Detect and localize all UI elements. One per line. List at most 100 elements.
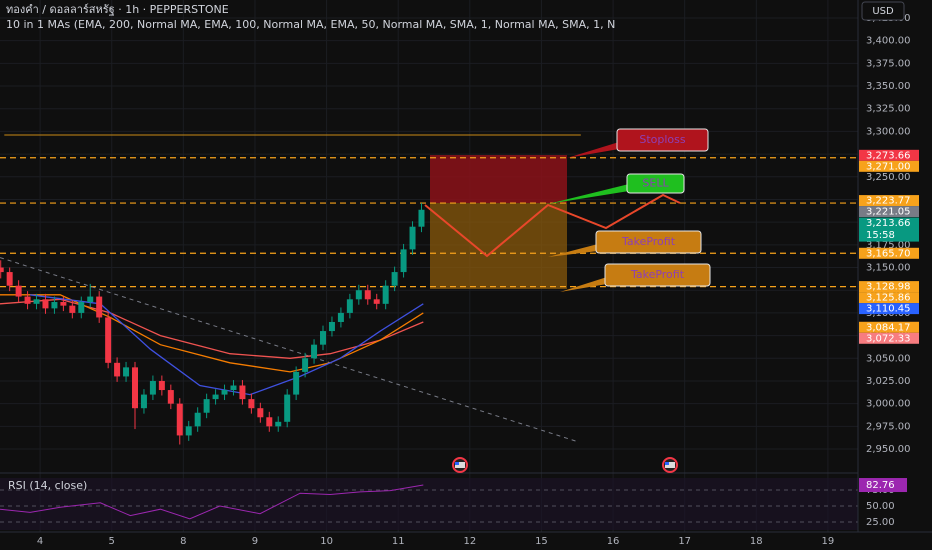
rsi-title: RSI (14, close) — [8, 479, 87, 492]
price-tag-label: 3,072.33 — [866, 333, 911, 344]
x-tick-label: 10 — [320, 536, 333, 547]
y-tick-label: 3,175.00 — [866, 240, 911, 251]
price-tag — [859, 281, 919, 293]
price-tag-label: 3,221.05 — [866, 207, 911, 218]
trend-line — [0, 257, 579, 443]
moving-average — [0, 294, 424, 373]
price-tag — [859, 206, 919, 218]
candle-body — [212, 394, 219, 400]
candle-body — [6, 272, 13, 286]
y-tick-label: 2,975.00 — [866, 421, 911, 432]
candle-body — [221, 390, 228, 395]
price-tag-label: 3,125.86 — [866, 293, 911, 304]
currency-label: USD — [872, 6, 894, 17]
callout-box — [595, 230, 702, 254]
x-tick-label: 18 — [750, 536, 763, 547]
candle-body — [302, 358, 309, 372]
x-tick-label: 5 — [109, 536, 115, 547]
candle-body — [42, 299, 49, 309]
y-tick-label: 3,150.00 — [866, 263, 911, 274]
x-tick-label: 11 — [392, 536, 405, 547]
candle-body — [0, 267, 4, 273]
rsi-value-tag — [859, 478, 907, 493]
candle-body — [78, 302, 85, 313]
candle-body — [149, 380, 156, 395]
price-tag-time: 15:58 — [866, 230, 895, 241]
candle-body — [311, 344, 318, 359]
price-tag — [859, 247, 919, 259]
y-tick-label: 3,300.00 — [866, 126, 911, 137]
price-tag — [859, 292, 919, 304]
price-tag — [859, 195, 919, 207]
candle-body — [409, 226, 416, 250]
event-icon — [452, 457, 468, 473]
y-tick-label: 3,375.00 — [866, 58, 911, 69]
callout-box — [626, 173, 685, 194]
candle-body — [373, 299, 380, 304]
candle-body — [185, 426, 192, 436]
y-tick-label: 3,025.00 — [866, 376, 911, 387]
x-tick-label: 12 — [463, 536, 476, 547]
x-tick-label: 19 — [822, 536, 835, 547]
candle-body — [51, 302, 58, 309]
callout-tail — [548, 184, 629, 204]
candle-body — [24, 296, 31, 304]
candle-body — [60, 302, 67, 306]
candle-body — [114, 362, 121, 377]
price-tag-label: 3,165.70 — [866, 248, 911, 259]
candle-body — [391, 272, 398, 286]
y-tick-label: 3,250.00 — [866, 172, 911, 183]
x-tick-label: 16 — [607, 536, 620, 547]
y-tick-label: 2,950.00 — [866, 444, 911, 455]
callout-text: TakeProfit — [621, 235, 676, 248]
callout-tail — [567, 142, 619, 158]
candle-body — [105, 317, 112, 363]
price-tag — [859, 332, 919, 344]
candle-body — [400, 249, 407, 273]
moving-average — [0, 298, 424, 359]
callout-box — [604, 263, 711, 287]
price-tag-label: 3,273.66 — [866, 150, 911, 161]
price-tag — [859, 321, 919, 333]
candle-body — [337, 312, 344, 322]
y-tick-label: 3,325.00 — [866, 104, 911, 115]
callout-text: TakeProfit — [630, 268, 685, 281]
candle-body — [382, 285, 389, 304]
candle-body — [328, 321, 335, 332]
candle-body — [355, 290, 362, 300]
candle-body — [15, 285, 22, 297]
candle-body — [284, 394, 291, 422]
candle-body — [275, 421, 282, 427]
price-tag-label: 3,213.66 — [866, 218, 911, 229]
moving-average — [30, 294, 424, 396]
candle-body — [293, 371, 300, 395]
candle-body — [167, 390, 174, 404]
callout-tail — [548, 244, 598, 257]
chart-title: ทองคำ / ดอลลาร์สหรัฐ · 1h · PEPPERSTONE — [6, 3, 229, 16]
rsi-line — [0, 484, 424, 520]
forecast-path — [424, 193, 681, 258]
callout-box — [616, 128, 709, 152]
price-tag — [859, 217, 919, 242]
callout-text: Stoploss — [639, 133, 686, 146]
currency-button[interactable] — [861, 1, 905, 21]
plot-area — [0, 134, 858, 445]
candle-body — [194, 412, 201, 427]
rsi-tick-label: 50.00 — [866, 501, 895, 512]
event-icon — [662, 457, 678, 473]
candle-body — [266, 417, 273, 427]
y-tick-label: 3,400.00 — [866, 36, 911, 47]
candle-body — [418, 209, 425, 227]
candle-body — [140, 394, 147, 409]
price-tag-label: 3,110.45 — [866, 304, 911, 315]
candle-body — [364, 290, 371, 300]
y-tick-label: 3,000.00 — [866, 399, 911, 410]
candle-body — [96, 296, 103, 318]
rsi-tick-label: 25.00 — [866, 517, 895, 528]
candle-body — [33, 299, 40, 304]
candle-body — [203, 399, 210, 413]
price-axis: 2,950.00 2,975.00 3,000.00 3,025.00 3,050.00… — [37, 13, 919, 547]
price-tag-label: 3,223.77 — [866, 196, 911, 207]
price-tag-label: 3,084.17 — [866, 322, 911, 333]
